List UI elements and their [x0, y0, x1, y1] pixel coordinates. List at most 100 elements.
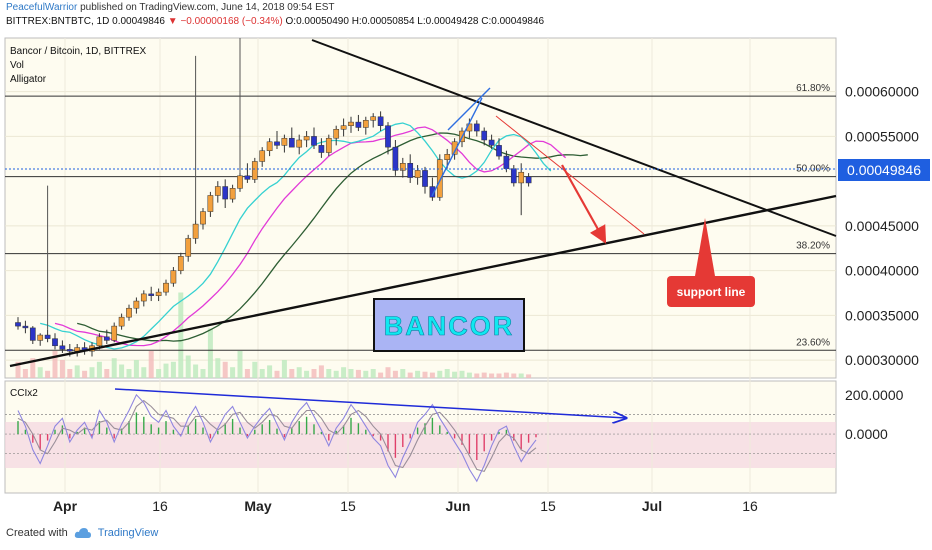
fib-label: 61.80%	[796, 83, 830, 94]
created-with-text: Created with	[6, 527, 68, 539]
volume-bar	[407, 372, 413, 378]
candle-body	[237, 175, 243, 189]
candle-body	[348, 121, 354, 126]
candle-body	[222, 186, 229, 200]
support-callout-label: support line	[677, 285, 746, 299]
candle-body	[133, 300, 140, 309]
volume-bar	[200, 369, 206, 378]
candle-body	[251, 161, 258, 180]
time-tick-label: 15	[340, 498, 356, 514]
candle-body	[177, 256, 184, 271]
time-tick-label: 15	[540, 498, 556, 514]
volume-bar	[526, 374, 532, 378]
volume-bar	[52, 351, 58, 378]
candle-body	[444, 154, 451, 160]
candle-body	[488, 139, 495, 146]
candle-body	[15, 322, 21, 327]
time-tick-label: Apr	[53, 498, 78, 514]
candle-body	[399, 163, 406, 171]
tradingview-link[interactable]: TradingView	[97, 527, 159, 539]
volume-bar	[385, 367, 391, 378]
volume-bar	[30, 358, 36, 378]
volume-bar	[163, 363, 169, 378]
volume-bar	[503, 372, 509, 378]
volume-bar	[22, 369, 28, 378]
volume-bar	[370, 369, 376, 378]
candle-body	[355, 121, 362, 128]
volume-bar	[193, 364, 199, 378]
wedge-lower-line	[431, 97, 483, 197]
candle-body	[318, 145, 325, 153]
price-tick-label: 0.00045000	[845, 218, 919, 234]
chart-title: Bancor / Bitcoin, 1D, BITTREX	[10, 46, 146, 57]
volume-bar	[244, 369, 250, 378]
candle-body	[96, 336, 103, 347]
volume-bar	[96, 361, 102, 378]
candle-body	[214, 186, 221, 196]
candle-body	[66, 349, 73, 352]
volume-bar	[474, 373, 480, 378]
cci-fast-line	[17, 393, 537, 483]
candle-body	[473, 123, 480, 132]
volume-bar	[74, 365, 80, 378]
alligator-jaw	[77, 132, 588, 342]
tradingview-cloud-icon	[74, 528, 91, 538]
volume-bar	[141, 367, 147, 378]
volume-bar	[318, 365, 324, 378]
volume-bar	[333, 370, 339, 378]
price-axis[interactable]: 0.00060000 0.00055000 0.00045000 0.00040000…	[845, 84, 919, 368]
volume-bar	[111, 358, 117, 378]
time-tick-label: Jul	[642, 498, 662, 514]
candle-body	[422, 170, 428, 187]
candle-body	[148, 293, 155, 296]
candle-body	[385, 125, 391, 148]
candle-body	[414, 170, 421, 178]
volume-bars	[15, 292, 532, 378]
downtrend-line[interactable]	[311, 39, 837, 237]
wedge-upper-line	[447, 87, 491, 131]
volume-bar	[459, 370, 465, 378]
volume-bar	[452, 371, 458, 378]
volume-bar	[511, 373, 517, 378]
volume-bar	[489, 373, 495, 378]
last-price-tag-text: 0.00049846	[847, 162, 921, 178]
candle-body	[274, 141, 280, 146]
volume-bar	[296, 367, 302, 378]
candle-body	[281, 137, 288, 146]
candle-body	[340, 125, 347, 130]
candle-body	[311, 136, 317, 146]
volume-bar	[415, 370, 421, 378]
volume-bar	[311, 369, 317, 378]
candle-body	[111, 325, 118, 341]
symbol-info: BITTREX:BNTBTC, 1D 0.00049846 ▼ −0.00000…	[6, 16, 544, 27]
alligator-teeth	[54, 126, 567, 347]
fib-label: 38.20%	[796, 241, 830, 252]
candle-body	[496, 145, 502, 157]
projection-line	[495, 115, 645, 235]
candle-body	[436, 159, 443, 198]
candle-body	[288, 137, 295, 148]
volume-bar	[170, 361, 176, 378]
price-tick-label: 0.00035000	[845, 307, 919, 323]
last-price-tag	[838, 159, 930, 181]
candle-body	[362, 120, 369, 128]
volume-bar	[156, 369, 162, 378]
volume-bar	[89, 367, 95, 378]
time-axis[interactable]: Apr 16 May 15 Jun 15 Jul 16	[53, 498, 758, 514]
author-link[interactable]: PeacefulWarrior	[6, 2, 78, 13]
footer: Created with TradingView	[6, 527, 158, 539]
volume-bar	[119, 364, 125, 378]
cci-indicator	[5, 393, 836, 483]
candle-body	[126, 307, 132, 318]
cci-legend: CCIx2	[10, 388, 38, 399]
candle-body	[392, 146, 399, 171]
support-line[interactable]	[9, 194, 837, 368]
time-tick-label: 16	[742, 498, 758, 514]
candle-body	[22, 325, 29, 329]
cci-tick-label: 0.0000	[845, 426, 888, 442]
support-callout-pointer	[695, 218, 715, 276]
candle-body	[103, 336, 110, 341]
volume-bar	[259, 369, 265, 378]
candle-body	[163, 282, 169, 293]
